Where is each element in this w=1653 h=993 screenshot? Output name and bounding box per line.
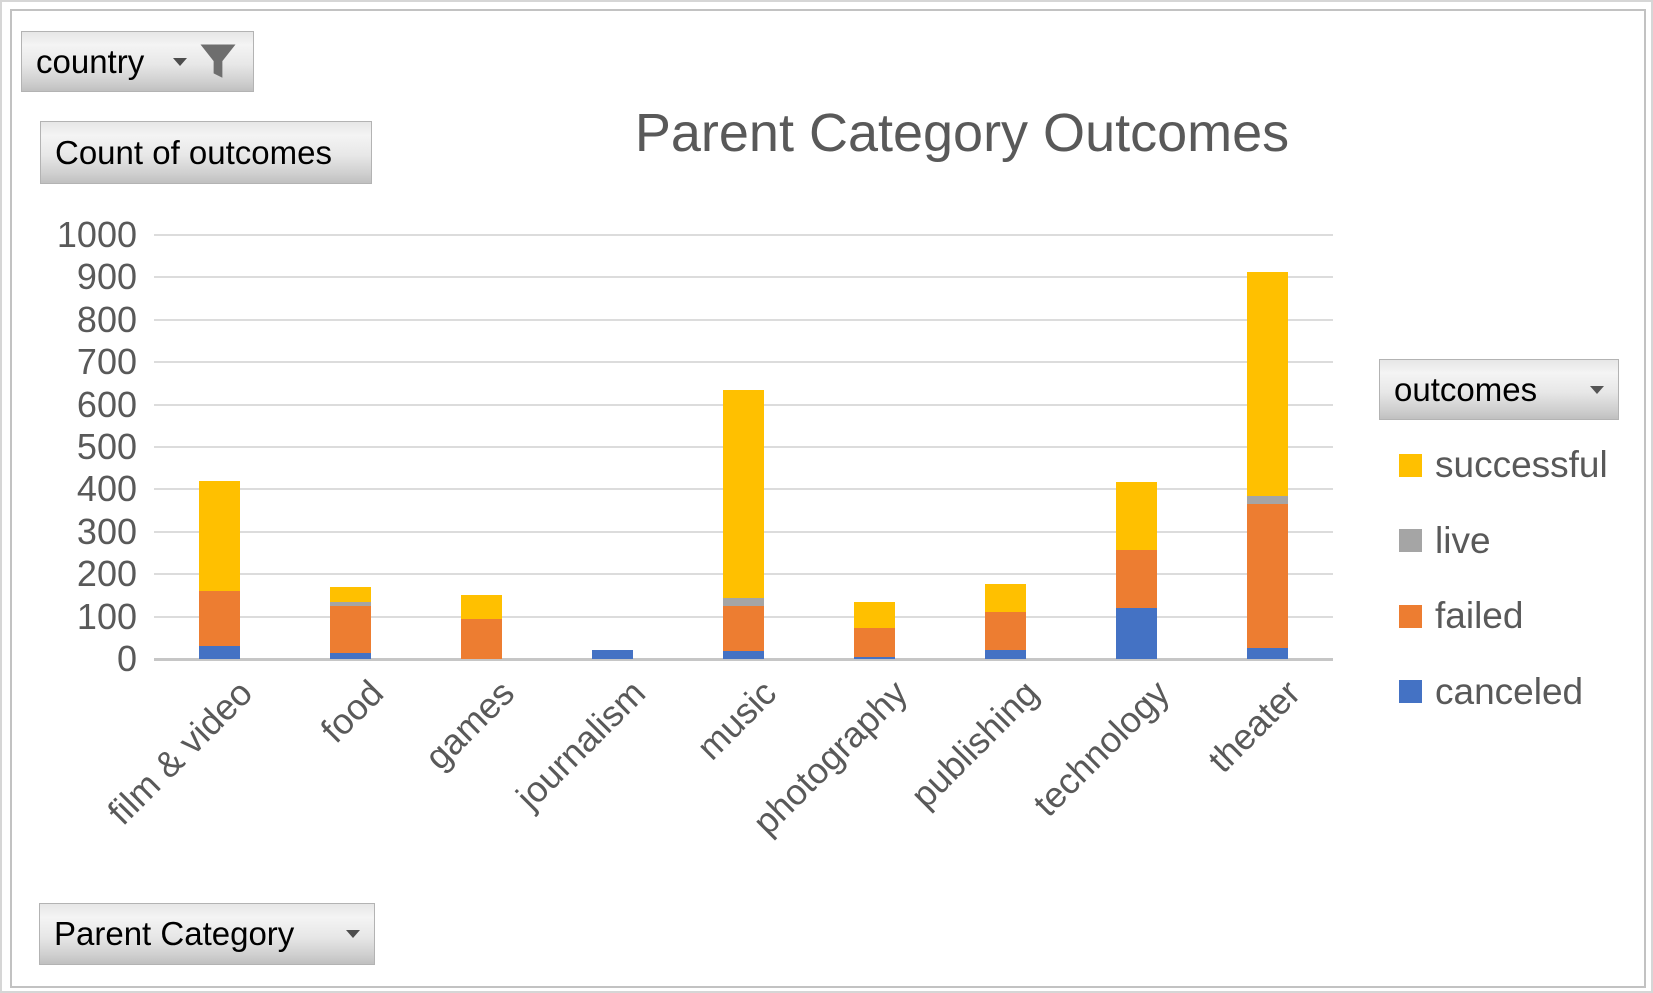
bar-segment-failed-technology[interactable] [1116,550,1157,609]
bar-segment-failed-photography[interactable] [854,628,895,657]
bar-segment-failed-theater[interactable] [1247,504,1288,648]
bar-segment-successful-theater[interactable] [1247,272,1288,496]
legend-label-canceled: canceled [1435,670,1584,712]
bar-segment-canceled-film-video[interactable] [199,646,240,659]
y-axis-tick-label: 0 [116,638,137,679]
axis-field-label: Parent Category [54,915,295,952]
bar-segment-canceled-journalism[interactable] [592,649,633,659]
y-axis-tick-label: 600 [76,383,137,425]
y-axis-tick-label: 700 [76,341,137,383]
legend-item-successful[interactable]: successful [1399,444,1608,485]
gridline [154,276,1333,279]
bar-segment-canceled-music[interactable] [723,650,764,659]
bar-segment-successful-technology[interactable] [1116,482,1157,551]
chevron-down-icon [173,57,187,66]
bar-segment-successful-music[interactable] [723,389,764,598]
bar-segment-canceled-technology[interactable] [1116,608,1157,659]
y-axis-tick-label: 900 [76,256,137,298]
bar-segment-successful-games[interactable] [461,595,502,619]
gridline [154,318,1333,321]
bar-segment-live-theater[interactable] [1247,495,1288,505]
y-axis-tick-label: 200 [76,553,137,595]
y-axis-tick-label: 500 [76,426,137,467]
filter-funnel-icon [200,44,236,78]
values-field-label: Count of outcomes [55,133,332,171]
x-axis-line [154,658,1333,661]
chevron-down-icon [1590,385,1604,394]
legend-swatch-canceled [1399,680,1422,704]
axis-field-button-parent-category[interactable]: Parent Category [39,903,375,965]
legend-field-button-outcomes[interactable]: outcomes [1379,359,1619,420]
values-field-button[interactable]: Count of outcomes [40,121,372,184]
gridline [154,234,1333,236]
y-axis-tick-label: 800 [76,298,137,340]
legend-item-canceled[interactable]: canceled [1399,670,1584,712]
legend-label-successful: successful [1435,444,1608,485]
bar-segment-canceled-theater[interactable] [1247,647,1288,659]
y-axis-tick-label: 100 [76,595,137,637]
report-filter-label: country [36,42,145,80]
legend-label-failed: failed [1435,595,1524,637]
legend-swatch-successful [1399,453,1422,477]
legend-label-live: live [1435,519,1491,561]
bar-segment-successful-publishing[interactable] [985,583,1026,613]
legend-swatch-failed [1399,604,1422,628]
bar-segment-successful-photography[interactable] [854,601,895,629]
bar-segment-canceled-food[interactable] [330,652,371,659]
chevron-down-icon [346,930,360,938]
y-axis-tick-label: 400 [76,468,137,510]
report-filter-button-country[interactable]: country [21,31,254,92]
bar-segment-failed-food[interactable] [330,606,371,653]
legend-item-live[interactable]: live [1399,519,1491,561]
bar-segment-successful-film-video[interactable] [199,480,240,592]
legend-item-failed[interactable]: failed [1399,595,1524,637]
bar-segment-live-music[interactable] [723,597,764,606]
bar-segment-failed-music[interactable] [723,606,764,651]
bar-segment-canceled-photography[interactable] [854,656,895,659]
bar-segment-successful-food[interactable] [330,586,371,602]
chart-title: Parent Category Outcomes [634,103,1290,163]
bar-segment-canceled-publishing[interactable] [985,649,1026,659]
legend-swatch-live [1399,529,1422,553]
bar-segment-failed-games[interactable] [461,618,502,659]
legend-field-label: outcomes [1394,370,1538,408]
y-axis-tick-label: 300 [76,510,137,552]
gridline [154,361,1333,364]
bar-segment-failed-publishing[interactable] [985,612,1026,650]
bar-segment-failed-film-video[interactable] [199,591,240,647]
y-axis-tick-label: 1000 [56,214,137,255]
bar-segment-live-food[interactable] [330,601,371,606]
